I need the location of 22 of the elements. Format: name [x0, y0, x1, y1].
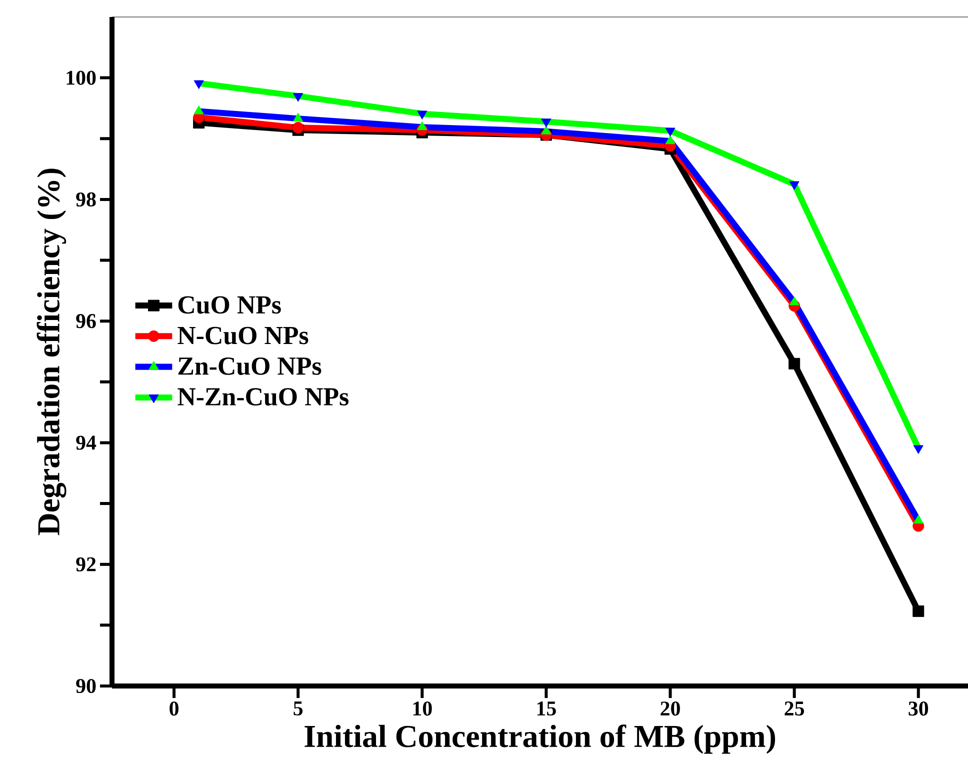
legend-label: N-Zn-CuO NPs — [178, 388, 348, 406]
x-tick-label: 0 — [170, 702, 178, 716]
y-axis-title: Degradation efficiency (%) — [36, 168, 66, 536]
x-tick-label: 10 — [413, 702, 432, 716]
x-tick-label: 15 — [537, 702, 556, 716]
point — [788, 358, 800, 370]
legend-label: Zn-CuO NPs — [178, 357, 322, 375]
point — [292, 122, 304, 134]
y-tick-label: 96 — [76, 314, 96, 328]
x-tick-label: 30 — [908, 702, 928, 716]
legend-label: CuO NPs — [178, 296, 281, 314]
y-tick-label: 92 — [76, 557, 96, 572]
x-tick-label: 5 — [294, 702, 303, 716]
y-tick-label: 98 — [76, 192, 96, 207]
legend-label: N-CuO NPs — [178, 326, 308, 344]
x-tick-label: 20 — [660, 702, 680, 716]
point — [912, 605, 924, 617]
x-axis-title: Initial Concentration of MB (ppm) — [304, 724, 776, 754]
y-tick-label: 94 — [76, 436, 96, 450]
y-tick-label: 100 — [66, 70, 96, 85]
x-tick-label: 25 — [784, 702, 804, 716]
y-tick-label: 90 — [76, 678, 96, 694]
